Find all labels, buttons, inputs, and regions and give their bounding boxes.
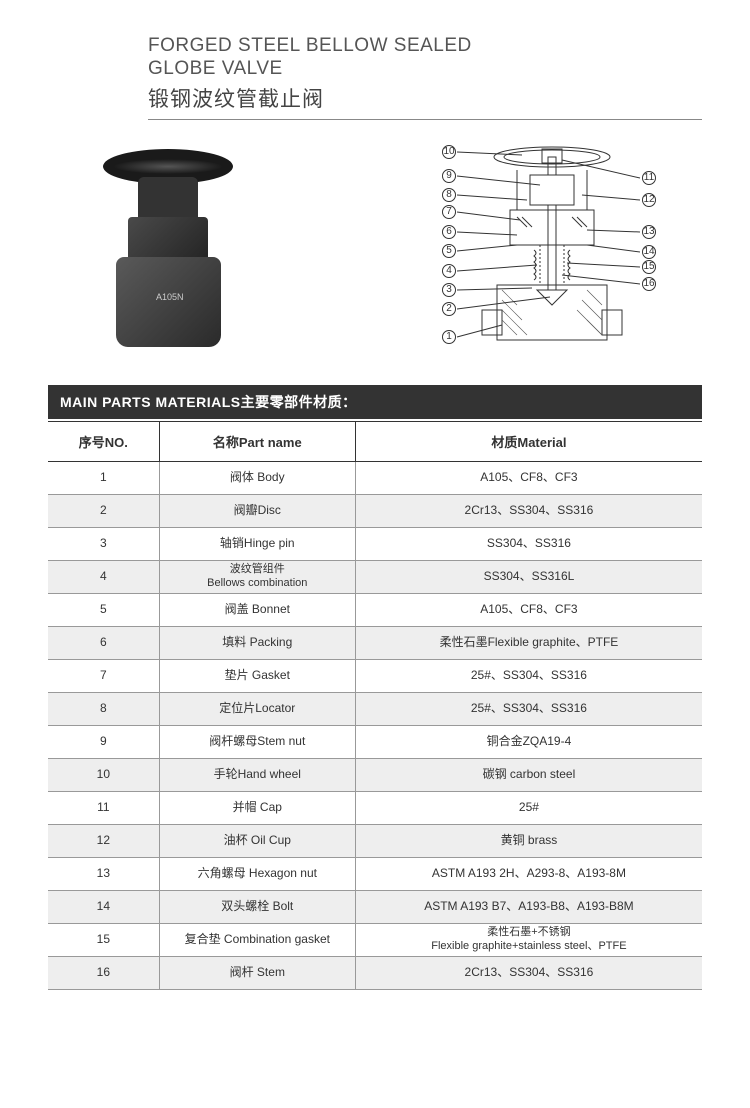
section-title-bar: MAIN PARTS MATERIALS主要零部件材质： xyxy=(48,385,702,419)
diagram-callout: 3 xyxy=(442,283,456,297)
cell-name: 油杯 Oil Cup xyxy=(159,824,355,857)
diagram-callout: 8 xyxy=(442,188,456,202)
cell-name: 阀体 Body xyxy=(159,461,355,494)
diagram-callout: 11 xyxy=(642,171,656,185)
diagram-callout: 10 xyxy=(442,145,456,159)
cell-no: 10 xyxy=(48,758,159,791)
header-material: 材质Material xyxy=(355,421,702,461)
cell-material: 柔性石墨Flexible graphite、PTFE xyxy=(355,626,702,659)
table-row: 12油杯 Oil Cup黄铜 brass xyxy=(48,824,702,857)
cell-material: 2Cr13、SS304、SS316 xyxy=(355,494,702,527)
table-row: 4波纹管组件Bellows combinationSS304、SS316L xyxy=(48,560,702,593)
cell-name: 阀盖 Bonnet xyxy=(159,593,355,626)
cell-name: 阀杆螺母Stem nut xyxy=(159,725,355,758)
cell-material: A105、CF8、CF3 xyxy=(355,461,702,494)
table-row: 9阀杆螺母Stem nut铜合金ZQA19-4 xyxy=(48,725,702,758)
table-row: 3轴销Hinge pinSS304、SS316 xyxy=(48,527,702,560)
cell-name: 阀杆 Stem xyxy=(159,956,355,989)
table-row: 14双头螺栓 BoltASTM A193 B7、A193-B8、A193-B8M xyxy=(48,890,702,923)
table-row: 15复合垫 Combination gasket柔性石墨+不锈钢Flexible… xyxy=(48,923,702,956)
cell-no: 15 xyxy=(48,923,159,956)
cell-name: 六角螺母 Hexagon nut xyxy=(159,857,355,890)
cell-name: 手轮Hand wheel xyxy=(159,758,355,791)
cell-material: 铜合金ZQA19-4 xyxy=(355,725,702,758)
cell-material: ASTM A193 B7、A193-B8、A193-B8M xyxy=(355,890,702,923)
diagram-callout: 5 xyxy=(442,244,456,258)
cell-name: 填料 Packing xyxy=(159,626,355,659)
cell-material: 25#、SS304、SS316 xyxy=(355,659,702,692)
cell-no: 8 xyxy=(48,692,159,725)
images-row: A105N xyxy=(48,145,702,360)
diagram-callout: 12 xyxy=(642,193,656,207)
diagram-callout: 14 xyxy=(642,245,656,259)
diagram-callout: 2 xyxy=(442,302,456,316)
valve-body-shape xyxy=(116,257,221,347)
technical-diagram: 10987654321111213141516 xyxy=(402,145,682,360)
table-row: 8定位片Locator25#、SS304、SS316 xyxy=(48,692,702,725)
header-no: 序号NO. xyxy=(48,421,159,461)
cell-no: 6 xyxy=(48,626,159,659)
table-row: 10手轮Hand wheel碳钢 carbon steel xyxy=(48,758,702,791)
cell-no: 16 xyxy=(48,956,159,989)
cell-material: 2Cr13、SS304、SS316 xyxy=(355,956,702,989)
table-row: 6填料 Packing柔性石墨Flexible graphite、PTFE xyxy=(48,626,702,659)
cell-name: 轴销Hinge pin xyxy=(159,527,355,560)
header-name: 名称Part name xyxy=(159,421,355,461)
product-label: A105N xyxy=(156,292,184,302)
table-row: 11并帽 Cap25# xyxy=(48,791,702,824)
cell-material: 黄铜 brass xyxy=(355,824,702,857)
cell-no: 12 xyxy=(48,824,159,857)
table-row: 1阀体 BodyA105、CF8、CF3 xyxy=(48,461,702,494)
cell-material: SS304、SS316L xyxy=(355,560,702,593)
cell-name: 垫片 Gasket xyxy=(159,659,355,692)
cell-material: 25# xyxy=(355,791,702,824)
cell-name: 复合垫 Combination gasket xyxy=(159,923,355,956)
cell-material: A105、CF8、CF3 xyxy=(355,593,702,626)
cell-no: 1 xyxy=(48,461,159,494)
cell-no: 14 xyxy=(48,890,159,923)
cell-name: 波纹管组件Bellows combination xyxy=(159,560,355,593)
cell-no: 11 xyxy=(48,791,159,824)
cell-name: 定位片Locator xyxy=(159,692,355,725)
cell-material: 25#、SS304、SS316 xyxy=(355,692,702,725)
diagram-callout: 1 xyxy=(442,330,456,344)
table-row: 13六角螺母 Hexagon nutASTM A193 2H、A293-8、A1… xyxy=(48,857,702,890)
title-english-line1: FORGED STEEL BELLOW SEALED xyxy=(148,35,702,58)
cell-material: 碳钢 carbon steel xyxy=(355,758,702,791)
cell-no: 7 xyxy=(48,659,159,692)
cell-name: 并帽 Cap xyxy=(159,791,355,824)
cell-no: 5 xyxy=(48,593,159,626)
title-chinese: 锻钢波纹管截止阀 xyxy=(148,83,702,113)
table-row: 7垫片 Gasket25#、SS304、SS316 xyxy=(48,659,702,692)
diagram-callout: 4 xyxy=(442,264,456,278)
header: FORGED STEEL BELLOW SEALED GLOBE VALVE 锻… xyxy=(48,35,702,120)
table-row: 2阀瓣Disc2Cr13、SS304、SS316 xyxy=(48,494,702,527)
cell-no: 9 xyxy=(48,725,159,758)
cell-name: 阀瓣Disc xyxy=(159,494,355,527)
diagram-callout: 16 xyxy=(642,277,656,291)
cell-material: SS304、SS316 xyxy=(355,527,702,560)
title-english-line2: GLOBE VALVE xyxy=(148,58,702,81)
diagram-callout: 6 xyxy=(442,225,456,239)
table-header-row: 序号NO. 名称Part name 材质Material xyxy=(48,421,702,461)
cell-name: 双头螺栓 Bolt xyxy=(159,890,355,923)
cell-no: 3 xyxy=(48,527,159,560)
diagram-callout: 15 xyxy=(642,260,656,274)
product-photo: A105N xyxy=(68,147,268,357)
table-row: 16阀杆 Stem2Cr13、SS304、SS316 xyxy=(48,956,702,989)
cell-no: 13 xyxy=(48,857,159,890)
diagram-callout: 7 xyxy=(442,205,456,219)
cell-no: 2 xyxy=(48,494,159,527)
materials-table: 序号NO. 名称Part name 材质Material 1阀体 BodyA10… xyxy=(48,421,702,990)
diagram-callout: 13 xyxy=(642,225,656,239)
cell-material: ASTM A193 2H、A293-8、A193-8M xyxy=(355,857,702,890)
diagram-callout: 9 xyxy=(442,169,456,183)
cell-material: 柔性石墨+不锈钢Flexible graphite+stainless stee… xyxy=(355,923,702,956)
cell-no: 4 xyxy=(48,560,159,593)
table-row: 5阀盖 BonnetA105、CF8、CF3 xyxy=(48,593,702,626)
title-divider xyxy=(148,119,702,120)
